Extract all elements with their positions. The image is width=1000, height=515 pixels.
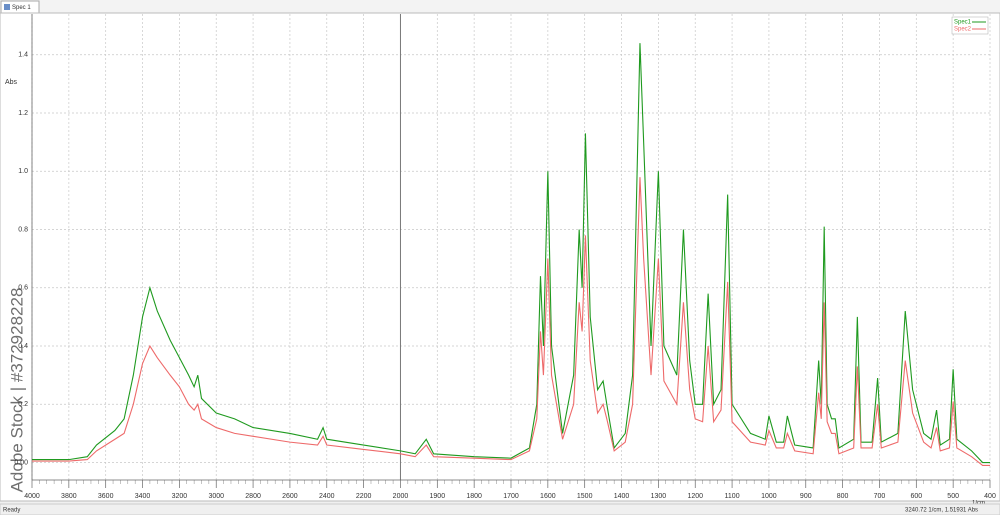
x-tick-label: 900 xyxy=(800,493,812,500)
x-tick-label: 2800 xyxy=(245,493,261,500)
tab-label[interactable]: Spec 1 xyxy=(12,5,31,11)
x-tick-label: 4000 xyxy=(24,493,40,500)
legend-label: Spec2 xyxy=(954,27,972,33)
x-tick-label: 3800 xyxy=(61,493,77,500)
x-tick-label: 3200 xyxy=(172,493,188,500)
y-tick-label: 1.2 xyxy=(18,110,28,117)
y-tick-label: 1.4 xyxy=(18,52,28,59)
y-tick-label: 0.8 xyxy=(18,226,28,233)
x-tick-label: 3400 xyxy=(135,493,151,500)
x-tick-label: 600 xyxy=(910,493,922,500)
x-tick-label: 1800 xyxy=(466,493,482,500)
status-bar xyxy=(0,503,1000,515)
y-tick-label: 0.6 xyxy=(18,285,28,292)
x-tick-label: 3600 xyxy=(98,493,114,500)
x-tick-label: 2400 xyxy=(319,493,335,500)
x-tick-label: 2000 xyxy=(393,493,409,500)
status-right: 3240.72 1/cm, 1.51931 Abs xyxy=(905,508,978,514)
x-tick-label: 2200 xyxy=(356,493,372,500)
x-tick-label: 1200 xyxy=(687,493,703,500)
x-tick-label: 1700 xyxy=(503,493,519,500)
x-tick-label: 800 xyxy=(837,493,849,500)
x-tick-label: 400 xyxy=(984,493,996,500)
x-tick-label: 700 xyxy=(874,493,886,500)
x-tick-label: 1000 xyxy=(761,493,777,500)
legend-box xyxy=(951,16,989,35)
x-tick-label: 1100 xyxy=(725,493,740,500)
x-tick-label: 3000 xyxy=(208,493,224,500)
y-axis-label: Abs xyxy=(5,79,18,86)
tab-bar xyxy=(0,0,1000,13)
y-tick-label: 1.0 xyxy=(18,168,28,175)
y-tick-label: 0.4 xyxy=(18,343,28,350)
watermark: Adobe Stock | #372928228 xyxy=(7,288,26,493)
x-tick-label: 500 xyxy=(947,493,959,500)
x-tick-label: 1400 xyxy=(614,493,630,500)
spectrum-line xyxy=(32,177,990,466)
x-tick-label: 1300 xyxy=(651,493,667,500)
tab-icon xyxy=(4,4,10,10)
plot-frame xyxy=(0,12,1000,502)
x-tick-label: 2600 xyxy=(282,493,298,500)
status-left: Ready xyxy=(3,508,20,514)
x-tick-label: 1500 xyxy=(577,493,593,500)
y-tick-label: 0.00 xyxy=(14,459,28,466)
x-tick-label: 1600 xyxy=(540,493,556,500)
y-tick-label: 0.2 xyxy=(18,401,28,408)
x-tick-label: 1900 xyxy=(430,493,446,500)
legend-label: Spec1 xyxy=(954,20,972,26)
